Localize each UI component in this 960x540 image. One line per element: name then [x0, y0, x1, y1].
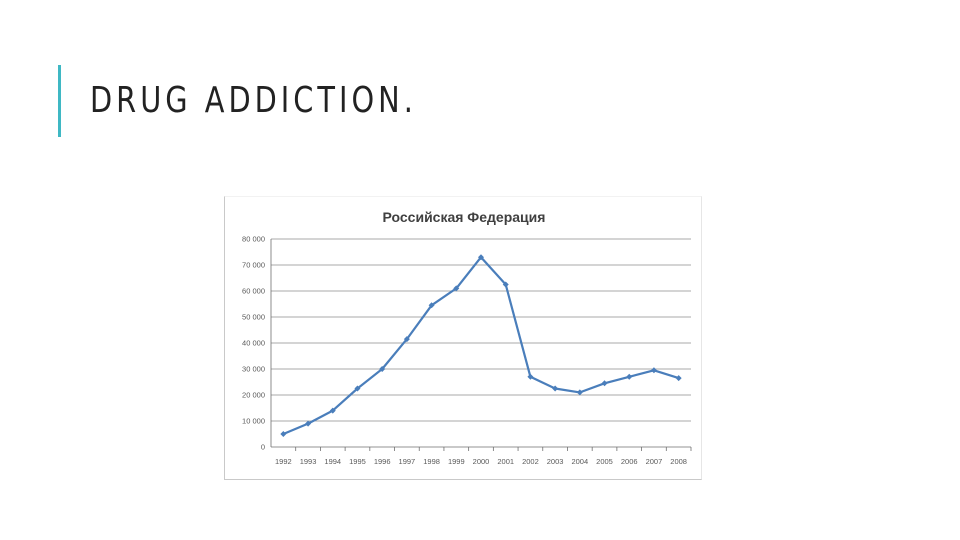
data-point-marker [527, 373, 534, 380]
chart-title: Российская Федерация [383, 209, 546, 225]
x-tick-label: 2006 [621, 457, 638, 466]
y-tick-label: 0 [261, 443, 265, 452]
series-line [282, 256, 679, 436]
grid-lines [270, 238, 691, 448]
x-tick-label: 1994 [324, 457, 341, 466]
data-point-marker [379, 366, 386, 372]
y-tick-label: 30 000 [242, 365, 265, 374]
y-tick-label: 60 000 [242, 287, 265, 296]
data-point-marker [675, 375, 682, 382]
data-point-marker [626, 373, 633, 380]
y-tick-label: 20 000 [242, 391, 265, 400]
x-tick-label: 1999 [448, 457, 465, 466]
y-tick-label: 50 000 [242, 313, 265, 322]
data-point-marker [576, 389, 583, 396]
data-point-marker [403, 336, 410, 343]
x-tick-label: 1995 [349, 457, 366, 466]
data-point-marker [502, 281, 509, 288]
x-tick-label: 2002 [522, 457, 539, 466]
chart-image-frame: Российская Федерация 0 10 000 20 000 30 000… [224, 196, 702, 480]
x-tick-label: 2004 [571, 457, 588, 466]
data-point-marker [650, 367, 657, 374]
x-tick-label: 1992 [275, 457, 292, 466]
x-tick-label: 2001 [497, 457, 514, 466]
y-tick-label: 10 000 [242, 417, 265, 426]
x-tick-label: 2007 [646, 457, 663, 466]
data-point-marker [552, 385, 559, 392]
y-tick-label: 40 000 [242, 339, 265, 348]
data-point-marker [453, 285, 460, 292]
slide-title: DRUG ADDICTION. [90, 80, 417, 121]
title-accent-bar [58, 65, 61, 137]
data-point-marker [280, 431, 287, 437]
x-tick-label: 2000 [473, 457, 490, 466]
x-axis-ticks: 1992 1993 1994 1995 1996 1997 1998 1999 2000 2001… [275, 447, 692, 466]
x-tick-label: 2005 [596, 457, 613, 466]
data-point-marker [428, 302, 435, 309]
data-point-marker [354, 385, 361, 392]
x-tick-label: 2008 [670, 457, 687, 466]
data-point-marker [601, 380, 608, 387]
x-tick-label: 2003 [547, 457, 564, 466]
x-tick-label: 1996 [374, 457, 391, 466]
x-tick-label: 1993 [300, 457, 317, 466]
y-tick-label: 80 000 [242, 235, 265, 244]
series-layer [280, 254, 682, 437]
line-chart: Российская Федерация 0 10 000 20 000 30 000… [242, 209, 692, 466]
y-tick-label: 70 000 [242, 261, 265, 270]
data-point-marker [329, 407, 336, 414]
data-point-marker [305, 420, 312, 427]
x-tick-label: 1998 [423, 457, 440, 466]
x-tick-label: 1997 [399, 457, 416, 466]
y-axis-ticks: 0 10 000 20 000 30 000 40 000 50 000 60 000 70 … [242, 235, 265, 452]
